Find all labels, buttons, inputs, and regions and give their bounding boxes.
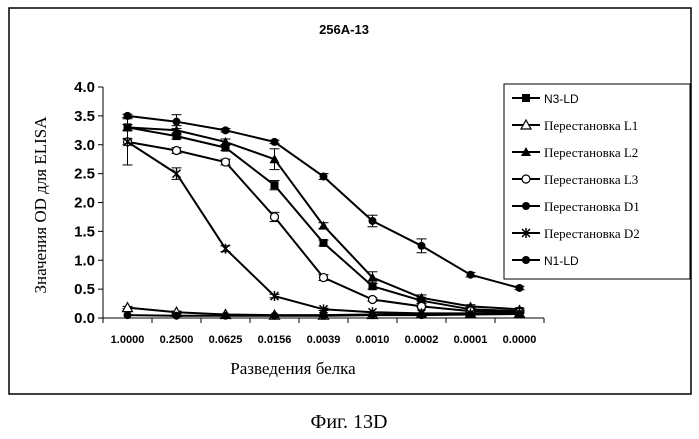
legend-label: Перестановка D2 xyxy=(544,226,640,241)
data-point xyxy=(173,118,181,126)
data-point xyxy=(271,312,279,320)
legend-label: Перестановка D1 xyxy=(544,199,640,214)
data-point xyxy=(418,242,426,250)
data-point xyxy=(271,138,279,146)
data-point xyxy=(320,239,328,247)
legend-marker xyxy=(522,202,530,210)
y-tick-label: 3.0 xyxy=(74,137,95,154)
data-point xyxy=(467,311,475,319)
x-tick-label: 0.0039 xyxy=(307,334,341,346)
y-tick-label: 1.5 xyxy=(74,223,95,240)
y-tick-label: 4.0 xyxy=(74,79,95,96)
data-point xyxy=(222,158,230,166)
data-point xyxy=(173,312,181,320)
y-tick-label: 2.0 xyxy=(74,195,95,212)
data-point xyxy=(271,181,279,189)
y-tick-label: 2.5 xyxy=(74,166,95,183)
data-point xyxy=(320,173,328,181)
y-tick-label: 0.5 xyxy=(74,281,95,298)
data-point xyxy=(173,147,181,155)
legend: N3-LD Перестановка L1 Перестановка L2 Перес… xyxy=(504,84,690,279)
x-tick-label: 0.0625 xyxy=(209,334,243,346)
y-tick-label: 3.5 xyxy=(74,108,95,125)
legend-label: Перестановка L3 xyxy=(544,172,638,187)
x-axis-title: Разведения белка xyxy=(230,359,356,378)
x-tick-label: 0.2500 xyxy=(160,334,194,346)
legend-label: N1-LD xyxy=(544,254,579,268)
data-point xyxy=(271,213,279,221)
legend-marker xyxy=(522,94,530,102)
data-point xyxy=(369,311,377,319)
legend-label: Перестановка L1 xyxy=(544,118,638,133)
x-tick-label: 0.0002 xyxy=(405,334,439,346)
legend-marker xyxy=(522,175,530,183)
x-tick-label: 0.0001 xyxy=(454,334,488,346)
data-point xyxy=(369,217,377,225)
data-point xyxy=(222,126,230,134)
x-tick-label: 0.0000 xyxy=(503,334,537,346)
y-axis-title: Значения OD для ELISA xyxy=(31,116,50,294)
data-point xyxy=(516,284,524,292)
data-point xyxy=(418,311,426,319)
chart-title: 256A-13 xyxy=(319,22,369,37)
y-tick-label: 0.0 xyxy=(74,310,95,327)
data-point xyxy=(320,312,328,320)
legend-label: N3-LD xyxy=(544,92,579,106)
data-point xyxy=(222,312,230,320)
legend-label: Перестановка L2 xyxy=(544,145,638,160)
data-point xyxy=(124,311,132,319)
data-point xyxy=(320,274,328,282)
data-point xyxy=(467,271,475,279)
x-tick-label: 0.0156 xyxy=(258,334,292,346)
data-point xyxy=(369,296,377,304)
figure-caption: Фиг. 13D xyxy=(311,411,388,433)
y-tick-label: 1.0 xyxy=(74,252,95,269)
x-tick-label: 0.0010 xyxy=(356,334,390,346)
data-point xyxy=(516,310,524,318)
legend-marker xyxy=(522,256,530,264)
x-tick-label: 1.0000 xyxy=(111,334,145,346)
